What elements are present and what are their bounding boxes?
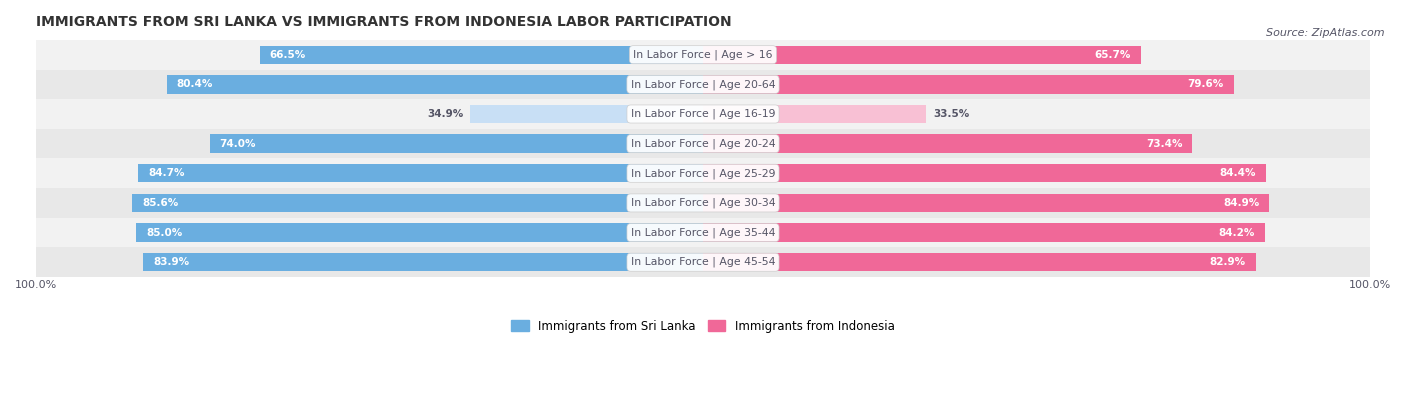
Text: 80.4%: 80.4%	[177, 79, 214, 89]
Text: In Labor Force | Age 20-24: In Labor Force | Age 20-24	[631, 138, 775, 149]
Text: 74.0%: 74.0%	[219, 139, 256, 149]
Bar	[37, 129, 1369, 158]
Text: 84.2%: 84.2%	[1218, 228, 1254, 237]
Text: 84.9%: 84.9%	[1223, 198, 1260, 208]
Bar	[209, 134, 703, 153]
Text: 73.4%: 73.4%	[1146, 139, 1182, 149]
Text: IMMIGRANTS FROM SRI LANKA VS IMMIGRANTS FROM INDONESIA LABOR PARTICIPATION: IMMIGRANTS FROM SRI LANKA VS IMMIGRANTS …	[37, 15, 731, 29]
Bar	[703, 224, 1264, 242]
Text: 65.7%: 65.7%	[1095, 50, 1132, 60]
Text: 83.9%: 83.9%	[153, 257, 190, 267]
Bar	[703, 164, 1265, 182]
Text: 82.9%: 82.9%	[1209, 257, 1246, 267]
Bar	[703, 45, 1142, 64]
Text: Source: ZipAtlas.com: Source: ZipAtlas.com	[1267, 28, 1385, 38]
Text: 66.5%: 66.5%	[270, 50, 305, 60]
Bar	[703, 105, 927, 123]
Bar	[37, 158, 1369, 188]
Text: 84.4%: 84.4%	[1219, 168, 1256, 178]
Bar	[703, 253, 1256, 271]
Bar	[37, 70, 1369, 99]
Bar	[132, 194, 703, 212]
Bar	[138, 164, 703, 182]
Bar	[260, 45, 703, 64]
Text: In Labor Force | Age 25-29: In Labor Force | Age 25-29	[631, 168, 775, 179]
Text: In Labor Force | Age 35-44: In Labor Force | Age 35-44	[631, 228, 775, 238]
Text: 33.5%: 33.5%	[934, 109, 969, 119]
Text: 79.6%: 79.6%	[1188, 79, 1223, 89]
Text: 85.6%: 85.6%	[142, 198, 179, 208]
Text: In Labor Force | Age 16-19: In Labor Force | Age 16-19	[631, 109, 775, 119]
Legend: Immigrants from Sri Lanka, Immigrants from Indonesia: Immigrants from Sri Lanka, Immigrants fr…	[506, 315, 900, 338]
Text: 85.0%: 85.0%	[146, 228, 183, 237]
Bar	[143, 253, 703, 271]
Bar	[37, 40, 1369, 70]
Bar	[470, 105, 703, 123]
Bar	[167, 75, 703, 94]
Bar	[703, 194, 1270, 212]
Bar	[703, 75, 1234, 94]
Text: In Labor Force | Age > 16: In Labor Force | Age > 16	[633, 49, 773, 60]
Text: In Labor Force | Age 20-64: In Labor Force | Age 20-64	[631, 79, 775, 90]
Bar	[703, 134, 1192, 153]
Bar	[37, 188, 1369, 218]
Text: In Labor Force | Age 45-54: In Labor Force | Age 45-54	[631, 257, 775, 267]
Text: 34.9%: 34.9%	[427, 109, 464, 119]
Bar	[136, 224, 703, 242]
Bar	[37, 99, 1369, 129]
Text: 84.7%: 84.7%	[148, 168, 184, 178]
Text: In Labor Force | Age 30-34: In Labor Force | Age 30-34	[631, 198, 775, 208]
Bar	[37, 247, 1369, 277]
Bar	[37, 218, 1369, 247]
